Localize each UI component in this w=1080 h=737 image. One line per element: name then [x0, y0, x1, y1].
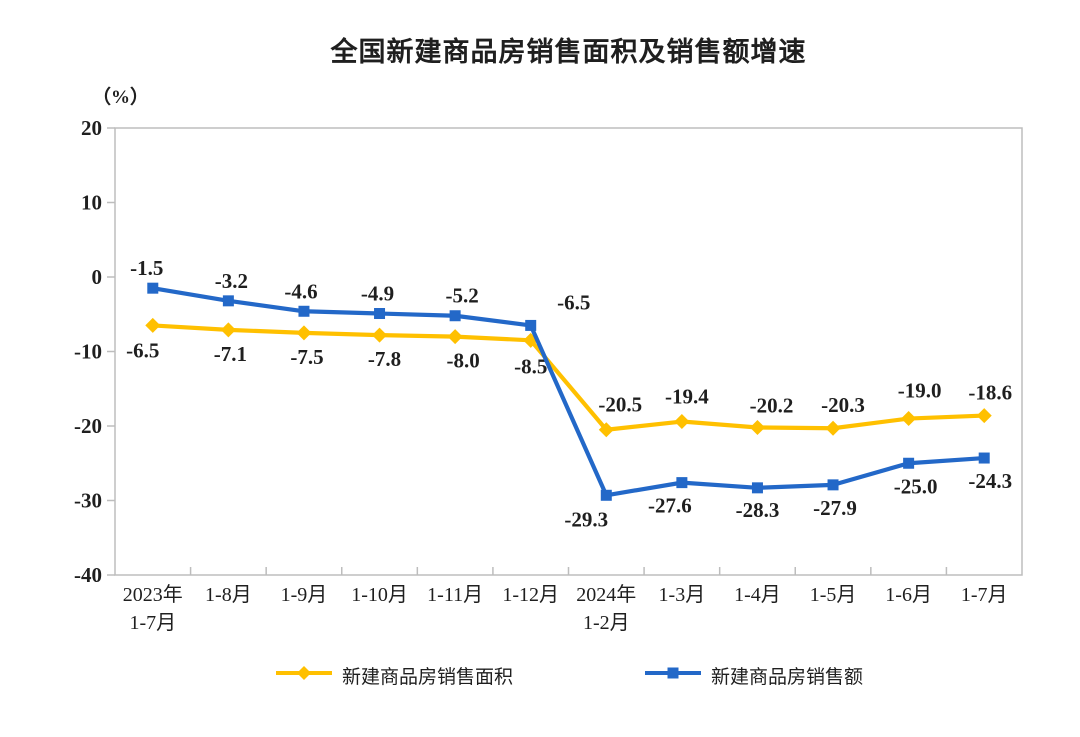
data-label: -20.2: [750, 393, 794, 417]
data-point-square: [600, 489, 612, 501]
series-line-sales-area: [150, 323, 987, 432]
data-point-square: [449, 310, 461, 322]
data-point-square: [374, 308, 386, 320]
x-axis-label: 2023年: [123, 583, 183, 606]
legend-label-sales-area: 新建商品房销售面积: [341, 667, 513, 688]
y-axis-tick-label: -20: [74, 414, 102, 438]
x-axis-label: 1-7月: [129, 612, 176, 634]
data-label: -6.5: [557, 290, 590, 314]
data-label: -27.6: [648, 494, 692, 518]
data-point-square: [978, 452, 990, 464]
x-axis-label: 1-8月: [205, 584, 252, 606]
chart-title: 全国新建商品房销售面积及销售额增速: [330, 37, 807, 67]
data-point-diamond: [145, 317, 161, 333]
data-point-diamond: [749, 419, 765, 435]
y-axis-tick-label: -10: [74, 340, 102, 364]
data-label: -7.8: [368, 347, 401, 371]
data-label: -18.6: [968, 381, 1012, 405]
data-point-diamond: [825, 420, 841, 436]
data-label: -7.1: [214, 342, 247, 366]
legend-swatch-square-icon: [643, 665, 703, 686]
data-label: -20.5: [598, 393, 642, 417]
x-axis-label: 1-3月: [659, 584, 706, 606]
data-label: -4.6: [284, 279, 317, 303]
data-label: -1.5: [130, 256, 163, 280]
data-point-square: [903, 457, 915, 469]
data-label: -5.2: [446, 284, 479, 308]
x-axis-label: 2024年: [576, 583, 636, 606]
data-point-square: [751, 482, 763, 494]
x-axis-label: 1-12月: [502, 584, 559, 606]
legend-item-sales-area: 新建商品房销售面积: [274, 662, 513, 689]
data-point-diamond: [220, 322, 236, 338]
legend-item-sales-value: 新建商品房销售额: [643, 662, 863, 689]
data-label: -24.3: [968, 469, 1012, 493]
y-axis-tick-label: 0: [92, 265, 103, 289]
x-axis-label: 1-10月: [351, 584, 408, 606]
data-point-diamond: [598, 422, 614, 438]
x-axis-label: 1-6月: [885, 584, 932, 606]
data-label: -6.5: [126, 338, 159, 362]
data-label: -4.9: [361, 282, 394, 306]
data-point-square: [222, 295, 234, 307]
data-label: -7.5: [290, 345, 323, 369]
data-point-diamond: [901, 411, 917, 427]
data-label: -25.0: [894, 474, 938, 498]
data-label: -19.4: [665, 385, 709, 409]
chart-legend: 新建商品房销售面积 新建商品房销售额: [115, 662, 1022, 689]
y-axis-tick-label: -40: [74, 563, 102, 587]
data-point-square: [827, 479, 839, 491]
data-label: -8.0: [447, 349, 480, 373]
data-point-diamond: [976, 408, 992, 424]
y-axis-tick-label: -30: [74, 489, 102, 513]
data-point-square: [676, 477, 688, 489]
x-axis-label: 1-5月: [810, 584, 857, 606]
data-point-diamond: [296, 325, 312, 341]
series-line-sales-value: [150, 286, 987, 498]
data-label: -19.0: [898, 379, 942, 403]
y-axis-tick-label: 10: [81, 191, 102, 215]
x-axis-label: 1-7月: [961, 584, 1008, 606]
x-axis-label: 1-4月: [734, 584, 781, 606]
data-point-square: [147, 282, 159, 294]
data-label: -27.9: [813, 496, 857, 520]
data-label: -29.3: [564, 507, 608, 531]
data-label: -20.3: [821, 393, 865, 417]
data-label: -8.5: [514, 354, 547, 378]
y-axis-tick-label: 20: [81, 116, 102, 140]
data-point-diamond: [674, 414, 690, 430]
data-point-square: [525, 319, 537, 331]
legend-swatch-diamond-icon: [274, 665, 334, 686]
data-label: -28.3: [736, 498, 780, 522]
data-point-diamond: [447, 329, 463, 345]
x-axis-label: 1-9月: [281, 584, 328, 606]
data-point-diamond: [372, 327, 388, 343]
y-axis-unit-label: （%）: [92, 87, 150, 108]
legend-label-sales-value: 新建商品房销售额: [711, 667, 864, 688]
data-label: -3.2: [215, 269, 248, 293]
data-point-square: [298, 305, 310, 317]
x-axis-label: 1-11月: [427, 584, 483, 606]
x-axis-label: 1-2月: [583, 612, 630, 634]
